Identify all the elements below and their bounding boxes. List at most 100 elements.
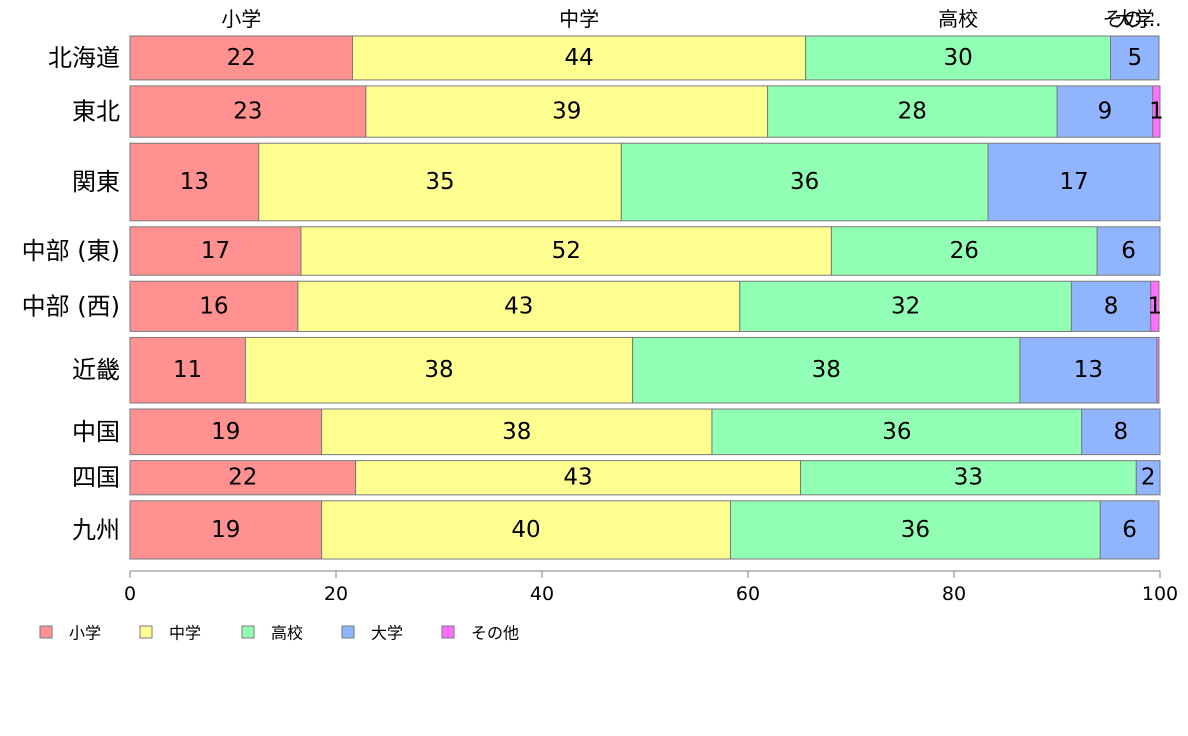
bar-segment	[1099, 500, 1160, 560]
region-label: 四国	[72, 464, 120, 492]
data-label: 19	[211, 419, 240, 445]
bar-segment	[258, 142, 622, 222]
data-label: 44	[564, 45, 593, 71]
bar-segment	[620, 142, 989, 222]
top-series-label: 小学	[221, 7, 261, 31]
region-label: 中国	[72, 418, 120, 446]
data-label: 36	[901, 517, 930, 543]
bar-segment	[129, 142, 260, 222]
x-axis: 0 20 40 60 80 100	[124, 570, 1178, 605]
bar-row: 23 39 28 9 1	[129, 85, 1164, 138]
data-label: 35	[425, 169, 454, 195]
bar-segment	[321, 500, 731, 560]
bar-row: 13 35 36 17	[129, 142, 1161, 222]
legend-item: 小学	[39, 624, 101, 643]
region-label: 中部 (西)	[22, 292, 120, 320]
data-label: 36	[882, 419, 911, 445]
bar-segment	[767, 85, 1058, 138]
data-label: 1	[1148, 293, 1163, 319]
data-label: 52	[552, 238, 581, 264]
region-label: 東北	[72, 98, 120, 126]
legend-swatch	[39, 625, 53, 639]
data-label: 22	[228, 465, 257, 491]
bar-segment	[244, 336, 634, 404]
bar-segment	[729, 500, 1101, 560]
data-label: 9	[1098, 99, 1113, 125]
bar-segment	[129, 460, 357, 496]
legend-item: 中学	[139, 624, 201, 643]
data-label: 30	[943, 45, 972, 71]
legend-label: その他	[471, 624, 519, 643]
data-label: 5	[1127, 45, 1142, 71]
x-tick-label: 80	[942, 583, 966, 605]
data-label: 23	[233, 99, 262, 125]
legend-item: 高校	[241, 624, 303, 643]
data-label: 8	[1104, 293, 1119, 319]
bar-segment	[1056, 85, 1154, 138]
data-label: 38	[424, 357, 453, 383]
data-label: 13	[1074, 357, 1103, 383]
top-series-label: 高校	[938, 7, 978, 31]
bar-segment	[129, 35, 353, 81]
bar-segment	[297, 280, 741, 332]
bar-segment	[351, 35, 807, 81]
data-label: 26	[950, 238, 979, 264]
bar-row: 22 43 33 2	[129, 460, 1161, 496]
bar-segment	[830, 226, 1098, 276]
data-label: 38	[812, 357, 841, 383]
data-label: 17	[201, 238, 230, 264]
bar-segment	[355, 460, 802, 496]
bar-segment	[129, 85, 367, 138]
legend-label: 中学	[169, 624, 201, 643]
bar-row: 16 43 32 8 1	[129, 280, 1163, 332]
data-label: 11	[173, 357, 202, 383]
bar-segment	[1070, 280, 1152, 332]
data-label: 17	[1059, 169, 1088, 195]
data-label: 43	[504, 293, 533, 319]
data-label: 8	[1114, 419, 1129, 445]
data-label: 32	[891, 293, 920, 319]
region-label: 九州	[72, 516, 120, 544]
region-label: 近畿	[72, 356, 120, 384]
data-label: 13	[180, 169, 209, 195]
region-label: 中部 (東)	[22, 237, 120, 265]
bar-row: 17 52 26 6	[129, 226, 1161, 276]
legend-item: その他	[441, 624, 519, 643]
bar-segment	[1150, 280, 1160, 332]
x-tick-label: 60	[736, 583, 760, 605]
x-tick-label: 0	[124, 583, 136, 605]
legend-label: 小学	[69, 624, 101, 643]
top-series-label: 大学	[1115, 7, 1155, 31]
bar-segment	[987, 142, 1161, 222]
region-label: 関東	[72, 168, 120, 196]
bar-row: 22 44 30 5	[129, 35, 1160, 81]
bar-segment	[300, 226, 832, 276]
data-label: 1	[1149, 99, 1164, 125]
bar-segment	[321, 408, 713, 456]
data-label: 22	[227, 45, 256, 71]
bar-row: 19 40 36 6	[129, 500, 1160, 560]
bar-segment	[1152, 85, 1161, 138]
legend-label: 大学	[371, 624, 403, 643]
bar-segment	[800, 460, 1137, 496]
x-tick-label: 40	[530, 583, 554, 605]
legend-swatch	[241, 625, 255, 639]
data-label: 6	[1121, 238, 1136, 264]
data-label: 28	[898, 99, 927, 125]
bar-segment	[129, 336, 246, 404]
data-label: 40	[511, 517, 540, 543]
legend-swatch	[441, 625, 455, 639]
bar-segment	[1156, 336, 1160, 404]
x-tick-label: 100	[1142, 583, 1178, 605]
top-series-label: その...	[1102, 7, 1161, 31]
bar-segment	[805, 35, 1112, 81]
top-series-label: 中学	[559, 7, 599, 31]
data-label: 39	[552, 99, 581, 125]
legend-label: 高校	[271, 624, 303, 643]
top-series-labels: 小学 中学 高校 大学その...	[221, 7, 1161, 31]
legend-item: 大学	[341, 624, 403, 643]
bar-segment	[739, 280, 1072, 332]
bar-segment	[1096, 226, 1161, 276]
